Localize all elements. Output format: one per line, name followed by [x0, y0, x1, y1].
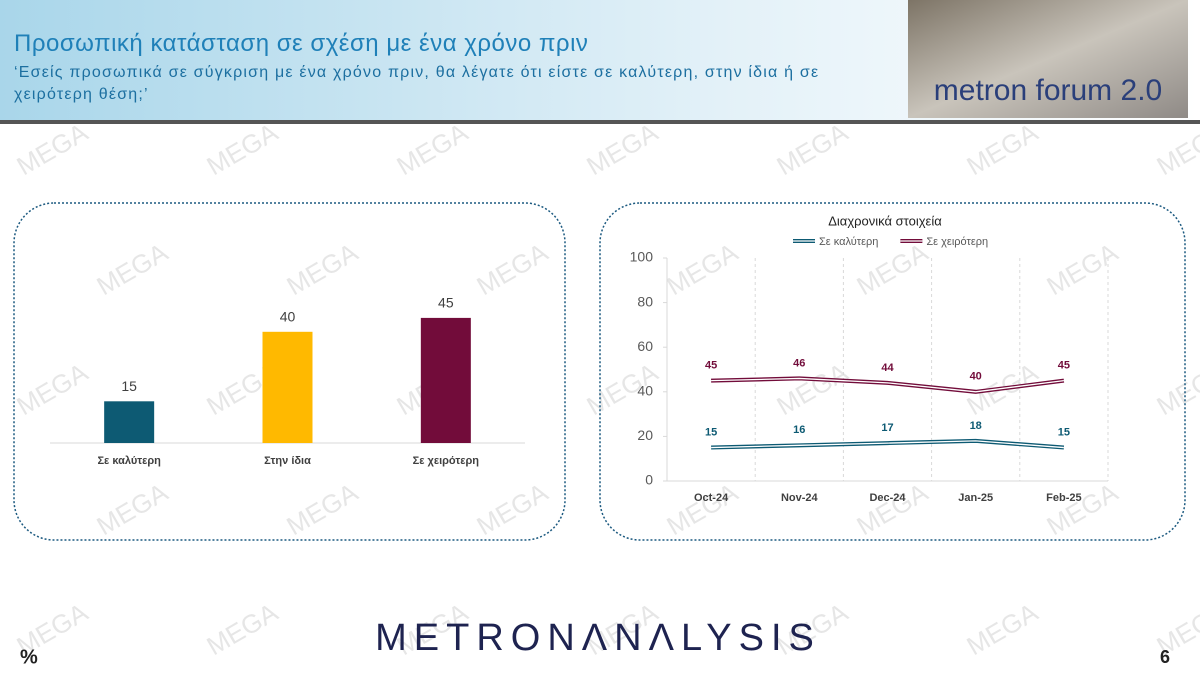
y-tick-label: 0 — [645, 472, 653, 488]
watermark: MEGA — [851, 477, 933, 542]
data-label: 15 — [121, 378, 137, 394]
x-tick-label: Feb-25 — [1046, 492, 1081, 504]
data-label: 46 — [793, 357, 805, 369]
bar — [420, 317, 471, 443]
data-label: 15 — [1058, 426, 1070, 438]
unit: % — [20, 646, 38, 668]
x-tick-label: Jan-25 — [958, 492, 993, 504]
header-rule — [0, 120, 1200, 124]
watermark: MEGA — [471, 477, 553, 542]
y-tick-label: 80 — [637, 293, 653, 309]
watermark: MEGA — [771, 357, 853, 422]
panel — [13, 202, 566, 541]
watermark: MEGA — [1041, 477, 1123, 542]
x-tick-label: Oct-24 — [694, 492, 729, 504]
watermark: MEGA — [11, 117, 93, 182]
watermark: MEGA — [961, 597, 1043, 662]
data-label: 45 — [438, 295, 454, 311]
y-tick-label: 100 — [630, 249, 654, 265]
watermark: MEGA — [201, 597, 283, 662]
y-tick-label: 60 — [637, 338, 653, 354]
watermark: MEGA — [961, 117, 1043, 182]
watermark: MEGA — [91, 237, 173, 302]
bar — [262, 331, 313, 443]
watermark: MEGA — [1151, 117, 1200, 182]
watermark: MEGA — [281, 237, 363, 302]
data-label: 16 — [793, 424, 805, 436]
subtitle: ‘Εσείς προσωπικά σε σύγκριση με ένα χρόν… — [14, 64, 820, 103]
legend-label: Σε καλύτερη — [819, 236, 878, 248]
line-inner — [711, 440, 1064, 449]
data-label: 17 — [881, 422, 893, 434]
watermark: MEGA — [1041, 237, 1123, 302]
y-tick-label: 20 — [637, 427, 653, 443]
watermark: MEGA — [581, 117, 663, 182]
brand: METRONΛNΛLYSIS — [375, 617, 821, 659]
x-tick-label: Σε χειρότερη — [413, 455, 480, 467]
watermark: MEGA — [661, 237, 743, 302]
legend-label: Σε χειρότερη — [926, 236, 988, 248]
watermark: MEGA — [661, 477, 743, 542]
y-tick-label: 40 — [637, 383, 653, 399]
title: Προσωπική κατάσταση σε σχέση με ένα χρόν… — [14, 30, 589, 57]
chart-title: Διαχρονικά στοιχεία — [828, 213, 942, 228]
watermark: MEGA — [771, 117, 853, 182]
x-tick-label: Στην ίδια — [264, 455, 311, 467]
watermark: MEGA — [1151, 357, 1200, 422]
data-label: 15 — [705, 426, 717, 438]
data-label: 44 — [881, 362, 894, 374]
header: Προσωπική κατάσταση σε σχέση με ένα χρόν… — [14, 30, 894, 106]
data-label: 45 — [705, 360, 717, 372]
page-number: 6 — [1160, 647, 1170, 667]
data-label: 45 — [1058, 360, 1070, 372]
logo-text: metron forum 2.0 — [934, 74, 1162, 107]
bar — [104, 401, 155, 443]
data-label: 40 — [280, 309, 296, 325]
line-inner — [711, 377, 1064, 393]
watermark: MEGA — [391, 117, 473, 182]
watermark: MEGA — [91, 477, 173, 542]
x-tick-label: Σε καλύτερη — [97, 455, 161, 467]
data-label: 40 — [970, 371, 982, 383]
watermarks: MEGA MEGA MEGA MEGA MEGA MEGA MEGA MEGA MEGA MEGA… — [11, 117, 1200, 662]
watermark: MEGA — [1151, 597, 1200, 662]
x-tick-label: Dec-24 — [869, 492, 906, 504]
x-tick-label: Nov-24 — [781, 492, 819, 504]
watermark: MEGA — [11, 357, 93, 422]
data-label: 18 — [970, 420, 982, 432]
watermark: MEGA — [471, 237, 553, 302]
logo-image — [908, 0, 1188, 118]
panel — [599, 202, 1186, 541]
watermark: MEGA — [281, 477, 363, 542]
watermark: MEGA — [201, 117, 283, 182]
